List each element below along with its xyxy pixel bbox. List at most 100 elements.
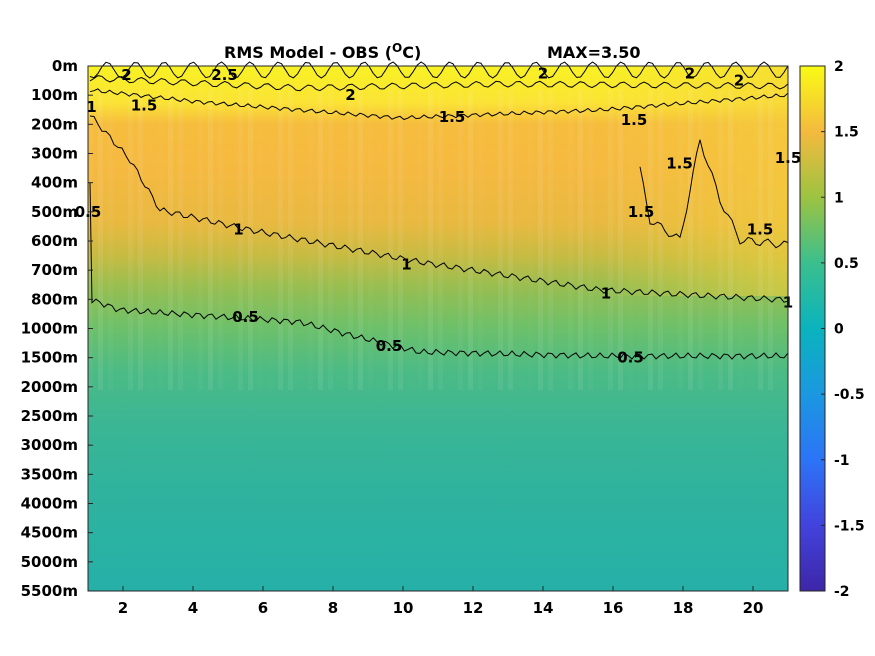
y-tick-label: 4000m	[21, 495, 78, 513]
heatmap-stripe	[638, 90, 643, 390]
x-tick-label: 20	[743, 599, 764, 617]
x-tick-label: 16	[603, 599, 624, 617]
heatmap-stripe	[138, 90, 143, 390]
heatmap-stripe	[628, 90, 633, 390]
contour-label: 1.5	[131, 96, 158, 114]
heatmap-stripe	[98, 90, 103, 390]
contour-label: 1.5	[747, 220, 774, 238]
heatmap-stripe	[458, 90, 463, 390]
contour-label: 0.5	[376, 337, 403, 355]
heatmap-stripe	[688, 90, 693, 390]
heatmap-stripe	[228, 90, 233, 390]
y-tick-label: 3500m	[21, 465, 78, 483]
contour-line-1	[89, 115, 789, 303]
y-tick-label: 700m	[31, 261, 78, 279]
heatmap-stripe	[178, 90, 183, 390]
y-tick-label: 2500m	[21, 407, 78, 425]
heatmap-stripe	[668, 90, 673, 390]
heatmap-stripe	[358, 90, 363, 390]
heatmap-stripe	[468, 90, 473, 390]
chart-title: RMS Model - OBS (OC)	[224, 41, 421, 62]
heatmap-stripe	[258, 90, 263, 390]
heatmap-stripe	[558, 90, 563, 390]
y-tick-label: 3000m	[21, 436, 78, 454]
heatmap-stripe	[288, 90, 293, 390]
contour-label: 2	[685, 64, 695, 82]
contour-label: 2	[734, 72, 744, 90]
x-axis: 2 4 6 8 10 12 14 16 18 20	[118, 586, 764, 617]
chart-title-main: RMS Model - OBS (	[224, 43, 392, 62]
y-tick-label: 600m	[31, 232, 78, 250]
contour-label: 2	[121, 66, 131, 84]
heatmap-stripe	[328, 90, 333, 390]
contour-label: 1.5	[666, 155, 693, 173]
x-tick-label: 2	[118, 599, 128, 617]
contour-line-1-5-top	[89, 88, 789, 121]
heatmap-stripe	[598, 90, 603, 390]
contour-line-2	[89, 61, 789, 79]
chart-title-unit: C)	[402, 43, 421, 62]
heatmap-stripe	[268, 90, 273, 390]
y-tick-label: 300m	[31, 145, 78, 163]
heatmap-stripe	[608, 90, 613, 390]
colorbar-tick-label: -0.5	[834, 387, 865, 403]
y-tick-label: 1500m	[21, 349, 78, 367]
y-tick-label: 400m	[31, 174, 78, 192]
heatmap-stripe	[768, 90, 773, 390]
colorbar-tick-label: -2	[834, 584, 850, 600]
colorbar-tick-label: 2	[834, 59, 844, 75]
y-tick-label: 2000m	[21, 378, 78, 396]
contour-label: 1	[601, 285, 611, 303]
heatmap-stripe	[518, 90, 523, 390]
y-tick-label: 5500m	[21, 582, 78, 600]
heatmap-stripe	[588, 90, 593, 390]
heatmap-stripes	[88, 90, 783, 390]
contour-label: 1	[233, 220, 243, 238]
heatmap-stripe	[238, 90, 243, 390]
heatmap-stripe	[278, 90, 283, 390]
y-tick-label: 800m	[31, 290, 78, 308]
contour-line-2-lower	[89, 75, 789, 92]
heatmap-stripe	[678, 90, 683, 390]
heatmap-stripe	[728, 90, 733, 390]
colorbar-tick-label: 0	[834, 322, 844, 338]
y-tick-label: 100m	[31, 86, 78, 104]
heatmap-stripe	[418, 90, 423, 390]
heatmap-stripe	[108, 90, 113, 390]
contour-label: 2.5	[211, 66, 238, 84]
heatmap-stripe	[338, 90, 343, 390]
heatmap-stripe	[388, 90, 393, 390]
heatmap-stripe	[398, 90, 403, 390]
y-tick-label: 500m	[31, 203, 78, 221]
x-tick-label: 18	[673, 599, 694, 617]
heatmap-stripe	[648, 90, 653, 390]
y-tick-label: 1000m	[21, 320, 78, 338]
chart-title-sup: O	[392, 41, 402, 55]
contour-line-1-5-right	[639, 139, 789, 249]
heatmap-stripe	[188, 90, 193, 390]
contour-line-0-5	[89, 182, 789, 360]
y-tick-label: 5000m	[21, 553, 78, 571]
chart-max-label: MAX=3.50	[547, 43, 641, 62]
heatmap-stripe	[488, 90, 493, 390]
heatmap-stripe	[718, 90, 723, 390]
heatmap-stripe	[778, 90, 783, 390]
heatmap-stripe	[248, 90, 253, 390]
x-tick-label: 6	[258, 599, 268, 617]
x-tick-label: 10	[393, 599, 414, 617]
heatmap-stripe	[118, 90, 123, 390]
y-tick-label: 0m	[52, 57, 78, 75]
contour-label: 2	[538, 64, 548, 82]
heatmap-stripe	[408, 90, 413, 390]
contour-label: 1.5	[439, 108, 466, 126]
x-tick-label: 12	[463, 599, 484, 617]
colorbar-tick-label: -1.5	[834, 518, 865, 534]
heatmap-stripe	[368, 90, 373, 390]
colorbar-tick-label: 1.5	[834, 125, 859, 141]
heatmap-stripe	[758, 90, 763, 390]
heatmap-stripe	[148, 90, 153, 390]
heatmap-stripe	[198, 90, 203, 390]
